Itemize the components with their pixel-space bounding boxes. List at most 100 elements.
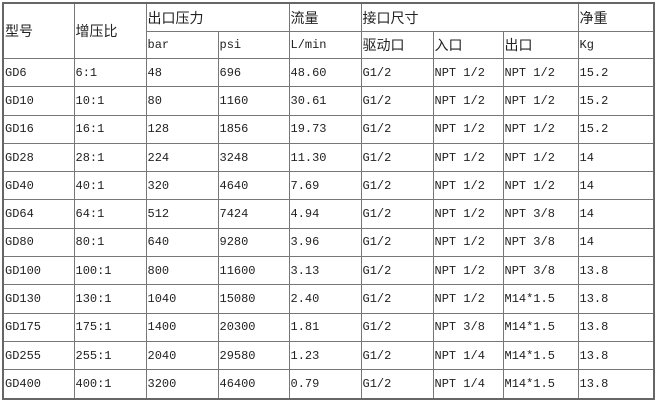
cell-outlet: NPT 3/8 [502,256,579,286]
cell-bar: 224 [145,142,219,173]
cell-flow: 7.69 [288,171,362,201]
cell-outlet: NPT 1/2 [502,114,579,144]
cell-ratio: 64:1 [73,199,147,229]
header-drive-port: 驱动口 [360,31,434,59]
cell-weight: 15.2 [577,86,655,116]
table-row: GD255 255:1 2040 29580 1.23 G1/2 NPT 1/4 M14*1.… [2,340,655,371]
cell-psi: 15080 [217,284,290,314]
cell-outlet: NPT 1/2 [502,171,579,201]
cell-outlet: M14*1.5 [502,340,579,371]
header-row-1: 型号 增压比 出口压力 流量 接口尺寸 净重 [2,2,655,59]
cell-ratio: 6:1 [73,57,147,88]
cell-ratio: 130:1 [73,284,147,314]
cell-weight: 13.8 [577,256,655,286]
cell-flow: 30.61 [288,86,362,116]
cell-inlet: NPT 1/2 [432,142,504,173]
cell-model: GD100 [2,256,75,286]
cell-ratio: 100:1 [73,256,147,286]
cell-inlet: NPT 1/2 [432,86,504,116]
cell-psi: 7424 [217,199,290,229]
cell-bar: 3200 [145,369,219,400]
header-port-size: 接口尺寸 [360,2,579,32]
cell-psi: 46400 [217,369,290,400]
header-weight: 净重 [577,2,655,32]
table-row: GD100 100:1 800 11600 3.13 G1/2 NPT 1/2 NPT 3/8… [2,256,655,286]
table-row: GD130 130:1 1040 15080 2.40 G1/2 NPT 1/2 M14*1.… [2,284,655,314]
cell-model: GD28 [2,142,75,173]
cell-weight: 13.8 [577,340,655,371]
table-row: GD80 80:1 640 9280 3.96 G1/2 NPT 1/2 NPT 3/8 14 [2,227,655,258]
cell-psi: 11600 [217,256,290,286]
cell-bar: 640 [145,227,219,258]
cell-weight: 13.8 [577,369,655,400]
cell-psi: 4640 [217,171,290,201]
cell-drive-port: G1/2 [360,227,434,258]
cell-flow: 1.81 [288,312,362,342]
cell-drive-port: G1/2 [360,142,434,173]
cell-flow: 4.94 [288,199,362,229]
cell-drive-port: G1/2 [360,86,434,116]
cell-flow: 19.73 [288,114,362,144]
cell-bar: 1400 [145,312,219,342]
cell-model: GD16 [2,114,75,144]
cell-ratio: 40:1 [73,171,147,201]
cell-inlet: NPT 1/2 [432,284,504,314]
cell-inlet: NPT 1/2 [432,227,504,258]
cell-model: GD80 [2,227,75,258]
cell-weight: 14 [577,227,655,258]
cell-outlet: NPT 1/2 [502,86,579,116]
cell-inlet: NPT 1/4 [432,340,504,371]
cell-model: GD130 [2,284,75,314]
header-model: 型号 [2,2,75,59]
table-row: GD10 10:1 80 1160 30.61 G1/2 NPT 1/2 NPT 1/2 15.… [2,86,655,116]
cell-drive-port: G1/2 [360,57,434,88]
header-ratio: 增压比 [73,2,147,59]
table-row: GD400 400:1 3200 46400 0.79 G1/2 NPT 1/4 M14*1.… [2,369,655,400]
cell-model: GD175 [2,312,75,342]
header-weight-unit: Kg [577,31,655,59]
cell-model: GD400 [2,369,75,400]
cell-bar: 80 [145,86,219,116]
header-bar: bar [145,31,219,59]
cell-outlet: NPT 3/8 [502,199,579,229]
cell-bar: 1040 [145,284,219,314]
cell-psi: 29580 [217,340,290,371]
cell-weight: 14 [577,171,655,201]
cell-flow: 48.60 [288,57,362,88]
cell-psi: 1856 [217,114,290,144]
cell-bar: 800 [145,256,219,286]
cell-weight: 15.2 [577,57,655,88]
header-row-2: bar psi L/min 驱动口 入口 出口 Kg [3,31,655,59]
cell-drive-port: G1/2 [360,369,434,400]
header-psi: psi [217,31,290,59]
cell-psi: 3248 [217,142,290,173]
cell-psi: 20300 [217,312,290,342]
cell-inlet: NPT 1/2 [432,171,504,201]
cell-flow: 3.13 [288,256,362,286]
cell-psi: 9280 [217,227,290,258]
table-row: GD28 28:1 224 3248 11.30 G1/2 NPT 1/2 NPT 1/2 14 [2,142,655,173]
cell-bar: 128 [145,114,219,144]
cell-ratio: 10:1 [73,86,147,116]
cell-bar: 48 [145,57,219,88]
cell-inlet: NPT 1/2 [432,57,504,88]
header-flow-unit: L/min [288,31,362,59]
cell-drive-port: G1/2 [360,340,434,371]
table-row: GD16 16:1 128 1856 19.73 G1/2 NPT 1/2 NPT 1/2 15… [2,114,655,144]
cell-flow: 2.40 [288,284,362,314]
cell-outlet: NPT 1/2 [502,57,579,88]
header-flow: 流量 [288,2,362,32]
cell-outlet: NPT 1/2 [502,142,579,173]
table-row: GD40 40:1 320 4640 7.69 G1/2 NPT 1/2 NPT 1/2 14 [2,171,655,201]
cell-drive-port: G1/2 [360,284,434,314]
cell-weight: 15.2 [577,114,655,144]
cell-outlet: M14*1.5 [502,312,579,342]
cell-bar: 512 [145,199,219,229]
cell-model: GD10 [2,86,75,116]
cell-model: GD6 [2,57,75,88]
cell-inlet: NPT 1/4 [432,369,504,400]
cell-ratio: 80:1 [73,227,147,258]
cell-inlet: NPT 3/8 [432,312,504,342]
table-row: GD64 64:1 512 7424 4.94 G1/2 NPT 1/2 NPT 3/8 14 [2,199,655,229]
